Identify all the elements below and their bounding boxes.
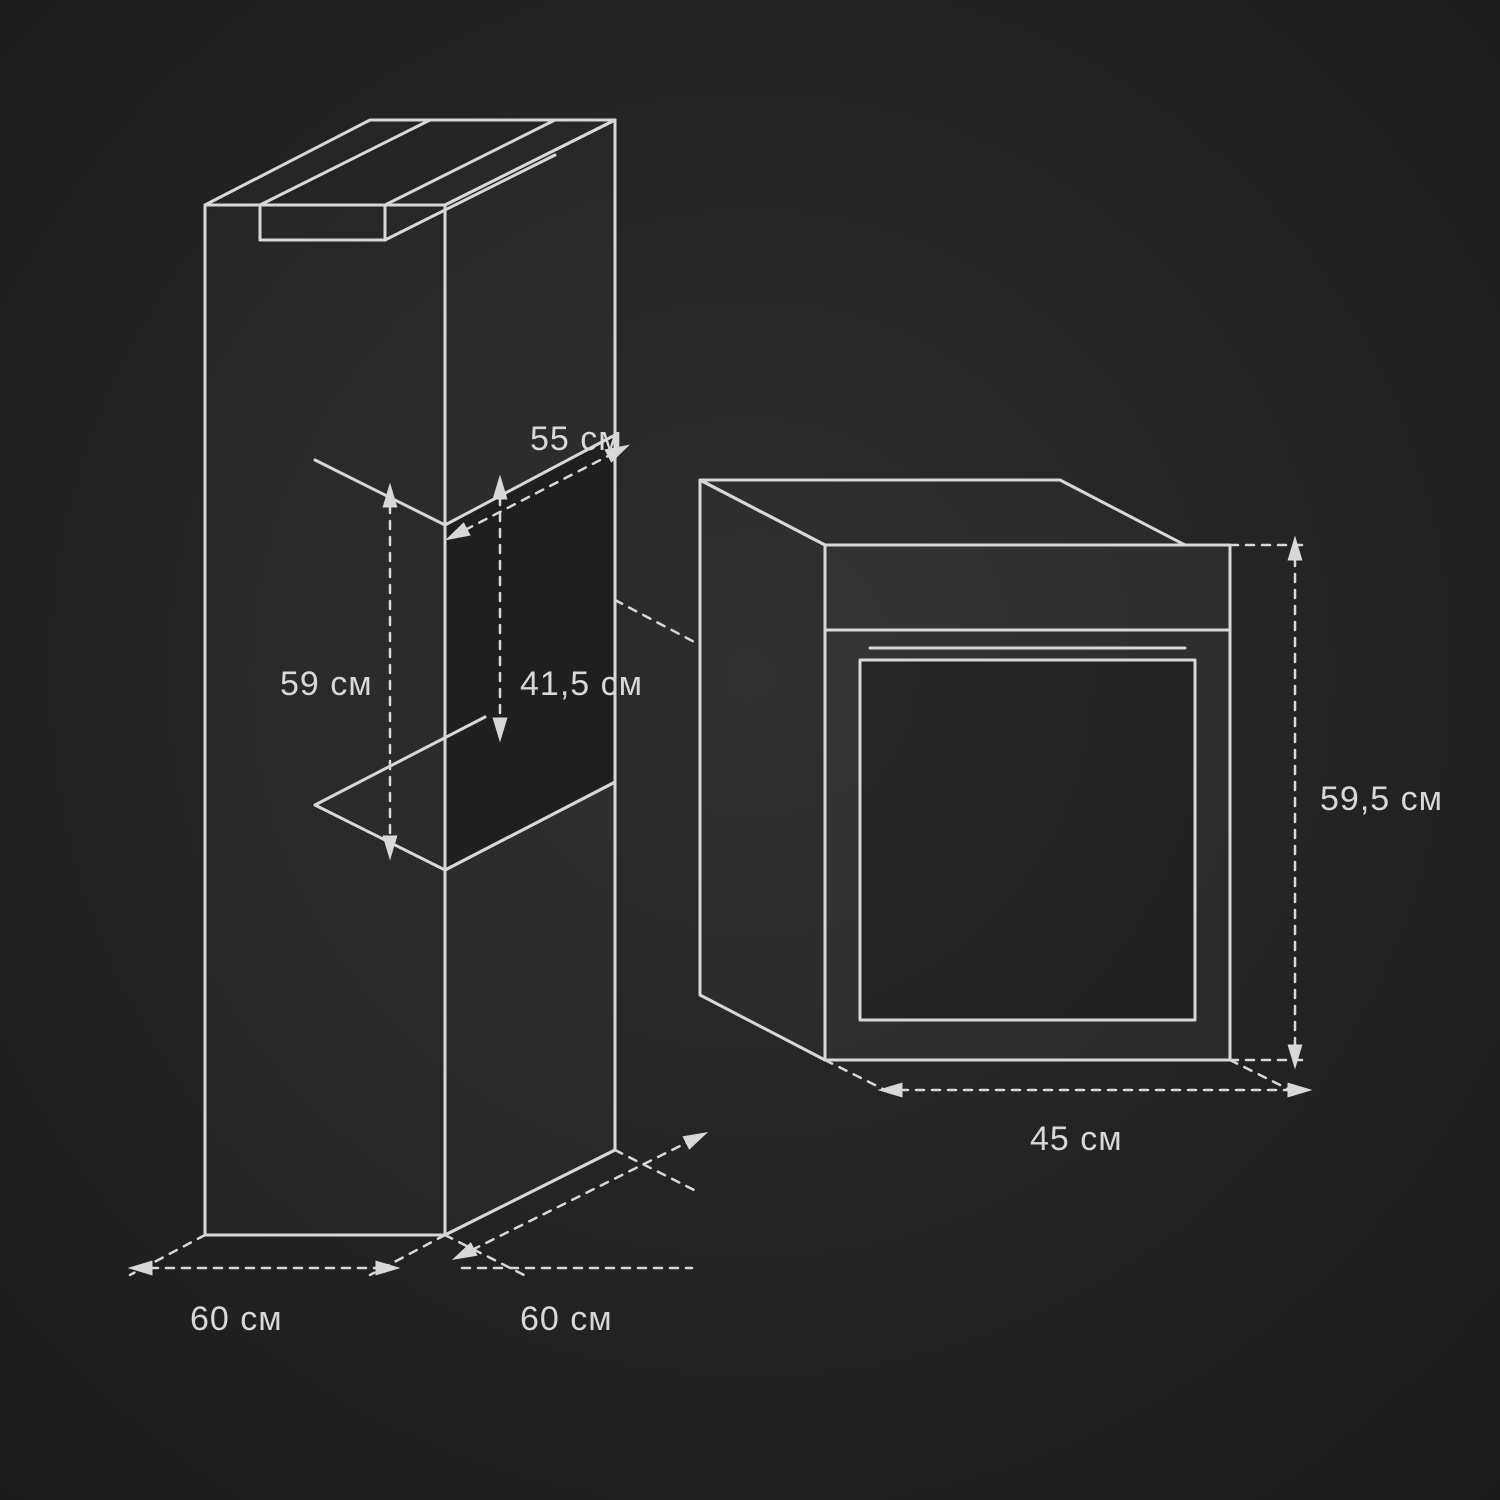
dim-cab-width-left: 60 см	[190, 1300, 283, 1338]
dim-opening-depth: 55 см	[530, 420, 623, 458]
dim-oven-height: 59,5 см	[1320, 780, 1443, 818]
dim-oven-depth: 45 см	[1030, 1120, 1123, 1158]
dim-opening-h: 59 см	[280, 665, 373, 703]
dim-cab-width-right: 60 см	[520, 1300, 613, 1338]
dim-opening-inner-h: 41,5 см	[520, 665, 643, 703]
oven-unit	[700, 480, 1230, 1060]
dimension-diagram: 60 см 60 см 59 см 41,5 см 55 см 45 см 59…	[0, 0, 1500, 1500]
